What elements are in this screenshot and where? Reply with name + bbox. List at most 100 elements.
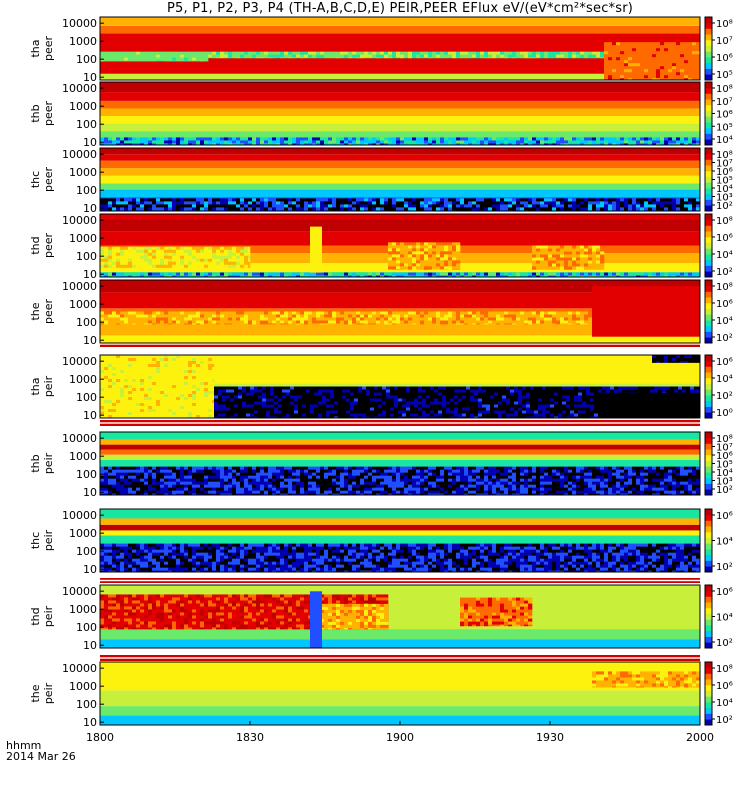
colorbar-segment [705, 45, 712, 52]
colorbar-segment [705, 99, 712, 106]
colorbar-segment [705, 291, 712, 298]
colorbar-segment [705, 271, 712, 278]
colorbar-segment [705, 205, 712, 212]
panel-label-probe: thc [29, 171, 42, 188]
spectrum-feature [208, 51, 617, 59]
panel-the-peer: 10 100 1000 10000 the peer 10² 10⁴ 10⁶ 10⁸ [29, 279, 733, 347]
colorbar-tick-label: 10⁸ [716, 19, 733, 30]
spectrum-band [100, 168, 700, 176]
colorbar-tick-label: 10⁷ [716, 36, 733, 47]
y-tick-label: 1000 [69, 373, 97, 386]
colorbar-segment [705, 625, 712, 632]
date-label: 2014 Mar 26 [6, 750, 76, 763]
colorbar-tick-label: 10⁸ [716, 84, 733, 95]
colorbar-segment [705, 684, 712, 691]
spectrum-feature [100, 246, 251, 268]
colorbar-segment [705, 74, 712, 81]
spectrum-feature [532, 245, 605, 270]
colorbar-segment [705, 667, 712, 674]
colorbar-tick-label: 10⁶ [716, 167, 733, 178]
spectrum-band [100, 509, 700, 519]
colorbar-tick-label: 10⁸ [716, 434, 733, 445]
colorbar-segment [705, 477, 712, 484]
colorbar-segment [705, 432, 712, 439]
x-tick-label: 1830 [236, 731, 264, 744]
colorbar-tick-label: 10⁵ [716, 176, 733, 187]
panel-frame [99, 431, 701, 496]
colorbar-segment [705, 560, 712, 567]
x-tick-label: 2000 [686, 731, 714, 744]
colorbar-segment [705, 87, 712, 94]
colorbar-tick-label: 10⁶ [716, 53, 733, 64]
spectrum-band [100, 639, 700, 648]
y-tick-label: 1000 [69, 680, 97, 693]
colorbar-segment [705, 489, 712, 496]
separator-line [100, 343, 700, 345]
y-tick-label: 100 [76, 184, 97, 197]
colorbar-segment [705, 585, 712, 592]
panel-label-product: peir [42, 682, 55, 704]
separator-strip [100, 420, 700, 426]
colorbar-tick-label: 10² [716, 638, 733, 649]
colorbar-tick-label: 10⁸ [716, 216, 733, 227]
colorbar-segment [705, 377, 712, 384]
panel-label-product: peer [42, 167, 55, 193]
colorbar-segment [705, 285, 712, 292]
figure-title: P5, P1, P2, P3, P4 (TH-A,B,C,D,E) PEIR,P… [166, 1, 634, 16]
colorbar-thc-peir: 10² 10⁴ 10⁶ [704, 508, 733, 573]
colorbar-segment [705, 466, 712, 473]
colorbar-segment [705, 242, 712, 249]
colorbar-segment [705, 412, 712, 419]
colorbar-tick-label: 10⁴ [716, 316, 733, 327]
colorbar-segment [705, 28, 712, 35]
spectrum-band [100, 454, 700, 460]
spectrum-band [100, 17, 700, 26]
y-tick-label: 100 [76, 698, 97, 711]
colorbar-segment [705, 231, 712, 238]
colorbar-tha-peir: 10⁰ 10² 10⁴ 10⁶ [704, 354, 733, 419]
spectrum-band [100, 183, 700, 190]
y-tick-label: 1000 [69, 527, 97, 540]
colorbar-tick-label: 10⁵ [716, 70, 733, 81]
colorbar-thd-peir: 10² 10⁴ 10⁶ [704, 584, 733, 649]
spectrum-band [100, 706, 700, 716]
colorbar-segment [705, 225, 712, 232]
colorbar-the-peir: 10² 10⁴ 10⁶ 10⁸ [704, 661, 733, 726]
colorbar-segment [705, 537, 712, 544]
spectrum-feature [100, 137, 701, 146]
spectrum-band [100, 324, 700, 336]
y-tick-label: 10 [83, 563, 97, 576]
panel-frame [99, 16, 701, 81]
colorbar-tick-label: 10² [716, 715, 733, 726]
colorbar-tick-label: 10⁰ [716, 408, 733, 419]
colorbar-tick-label: 10⁸ [716, 282, 733, 293]
x-tick-label: 1900 [386, 731, 414, 744]
panel-label-probe: tha [29, 377, 42, 395]
colorbar-segment [705, 325, 712, 332]
y-tick-label: 10000 [62, 214, 97, 227]
colorbar-segment [705, 443, 712, 450]
panel-label-probe: tha [29, 39, 42, 57]
spectrum-feature [100, 543, 701, 573]
spectrum-feature [310, 226, 322, 277]
y-tick-label: 1000 [69, 35, 97, 48]
spectrum-band [100, 123, 700, 132]
spectrum-band [100, 175, 700, 184]
colorbar-tick-label: 10⁴ [716, 468, 733, 479]
spectrum-band [100, 459, 700, 467]
colorbar-tick-label: 10² [716, 485, 733, 496]
spectrum-feature [100, 73, 700, 80]
y-tick-label: 10000 [62, 662, 97, 675]
colorbar-segment [705, 153, 712, 160]
spectrum-band [100, 189, 700, 198]
colorbar-segment [705, 531, 712, 538]
colorbar-tick-label: 10⁵ [716, 122, 733, 133]
spectrum-feature [310, 591, 322, 648]
panel-label-product: peir [42, 375, 55, 397]
spectrum-feature [100, 51, 209, 62]
y-tick-label: 10000 [62, 17, 97, 30]
colorbar-segment [705, 549, 712, 556]
